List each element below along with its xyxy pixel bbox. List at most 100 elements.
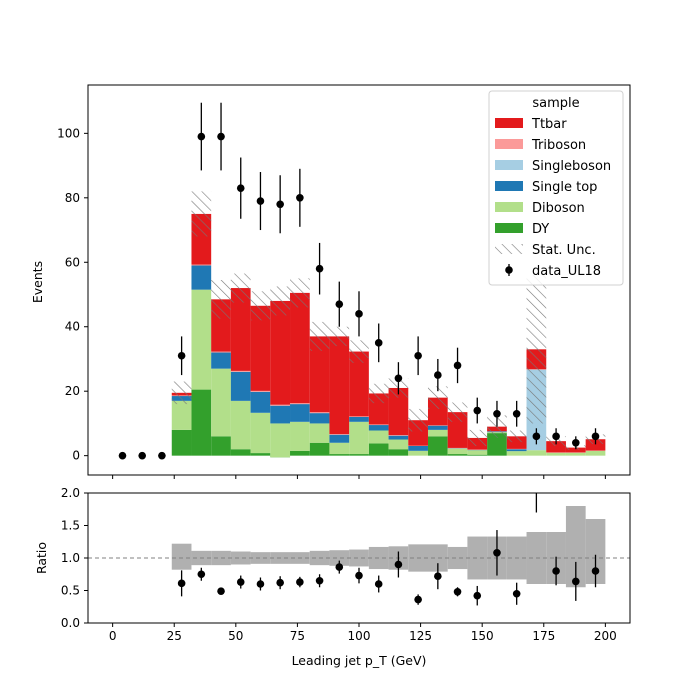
bar-ttbar xyxy=(585,439,606,451)
y-tick-label: 2.0 xyxy=(61,486,80,500)
ratio-point xyxy=(473,591,482,600)
y-axis-label: Events xyxy=(30,261,45,303)
y-tick-label: 60 xyxy=(65,255,80,269)
bar-dy xyxy=(368,443,389,456)
x-tick-label: 50 xyxy=(228,629,243,643)
legend-swatch xyxy=(495,160,523,170)
bar-diboson xyxy=(230,400,251,450)
data-point xyxy=(276,200,284,209)
bar-single-top xyxy=(408,445,428,451)
ratio-point xyxy=(236,578,245,586)
bar-diboson xyxy=(427,429,448,437)
legend-label: Diboson xyxy=(532,201,585,216)
bar-triboson xyxy=(309,412,330,414)
bar-single-top xyxy=(250,391,271,413)
bar-ttbar xyxy=(270,300,291,405)
bar-single-top xyxy=(506,449,527,452)
data-point xyxy=(158,451,166,460)
y-tick-label: 1.0 xyxy=(61,551,80,565)
ratio-point xyxy=(394,560,403,569)
bar-diboson xyxy=(585,450,606,456)
y-tick-label: 1.5 xyxy=(61,519,80,533)
data-point xyxy=(138,451,146,460)
ratio-point xyxy=(256,580,265,588)
bar-dy xyxy=(309,442,330,456)
data-point xyxy=(414,351,422,360)
y-tick-label: 80 xyxy=(65,191,80,205)
stat-unc-box xyxy=(526,275,547,424)
ratio-point xyxy=(355,571,363,580)
data-point xyxy=(453,361,462,370)
legend-swatch xyxy=(495,223,523,233)
legend-swatch xyxy=(495,181,523,191)
stat-unc-box xyxy=(270,286,291,316)
ratio-points xyxy=(177,493,600,606)
bar-single-top xyxy=(349,416,369,422)
ratio-point xyxy=(453,588,462,596)
stat-unc-box xyxy=(191,191,212,237)
ratio-panel: 0 25 50 75 100 125 150 175 200 0.0 0.5 1.0 1.5 2.0 Ra… xyxy=(34,486,631,668)
y-tick-label: 40 xyxy=(65,320,80,334)
ratio-point xyxy=(217,587,225,595)
data-point xyxy=(118,451,127,460)
bar-triboson xyxy=(329,434,350,435)
stat-unc-box xyxy=(447,402,468,422)
bar-dy xyxy=(171,429,192,456)
stat-unc-box xyxy=(368,383,389,404)
ratio-point xyxy=(512,589,521,598)
ratio-point xyxy=(414,595,422,604)
bar-diboson xyxy=(368,430,389,444)
bar-diboson xyxy=(546,452,566,456)
bar-single-top xyxy=(270,405,291,424)
x-axis-label: Leading jet p_T (GeV) xyxy=(292,653,427,668)
ratio-point xyxy=(197,570,206,579)
legend-label: data_UL18 xyxy=(532,264,601,279)
y-tick-label: 0.0 xyxy=(61,616,80,630)
bar-diboson xyxy=(250,412,271,454)
legend-swatch xyxy=(495,118,523,128)
stat-unc-box xyxy=(506,430,527,443)
bar-triboson xyxy=(250,390,271,392)
bar-ttbar xyxy=(309,336,330,413)
bar-diboson xyxy=(290,421,310,451)
bar-triboson xyxy=(290,403,310,405)
bar-triboson xyxy=(270,404,291,406)
ratio-band-box xyxy=(329,550,350,566)
bar-triboson xyxy=(368,424,389,426)
stat-unc-box xyxy=(329,326,350,347)
data-point xyxy=(493,409,501,418)
bar-diboson xyxy=(329,442,350,455)
data-point xyxy=(217,132,225,141)
y-tick-label: 0.5 xyxy=(61,584,80,598)
data-point xyxy=(394,374,403,383)
ratio-point xyxy=(572,577,580,586)
x-tick-label: 0 xyxy=(109,629,117,643)
stat-unc-box xyxy=(171,381,192,405)
bar-single-top xyxy=(230,371,251,401)
bar-diboson xyxy=(349,421,369,455)
data-point xyxy=(552,432,560,441)
x-tick-label: 25 xyxy=(167,629,182,643)
bar-triboson xyxy=(388,435,409,436)
legend-entries: Ttbar Triboson Singleboson Single top Diboso… xyxy=(495,117,611,279)
legend-label: Triboson xyxy=(531,138,586,153)
ratio-band-box xyxy=(427,544,448,572)
bar-diboson xyxy=(408,450,428,456)
bar-ttbar xyxy=(329,336,350,435)
data-point xyxy=(197,132,206,141)
bar-diboson xyxy=(388,439,409,450)
bar-triboson xyxy=(211,351,231,353)
ratio-band-box xyxy=(171,543,192,570)
data-point xyxy=(374,339,383,347)
legend-swatch xyxy=(495,202,523,212)
legend-marker xyxy=(505,266,513,274)
bar-dy xyxy=(388,449,409,456)
bar-dy xyxy=(447,454,468,456)
data-point xyxy=(256,197,265,205)
bar-diboson xyxy=(211,368,231,437)
bar-single-top xyxy=(290,404,310,422)
ratio-point xyxy=(374,580,383,588)
bar-ttbar xyxy=(250,305,271,391)
ratio-band-box xyxy=(230,551,251,565)
